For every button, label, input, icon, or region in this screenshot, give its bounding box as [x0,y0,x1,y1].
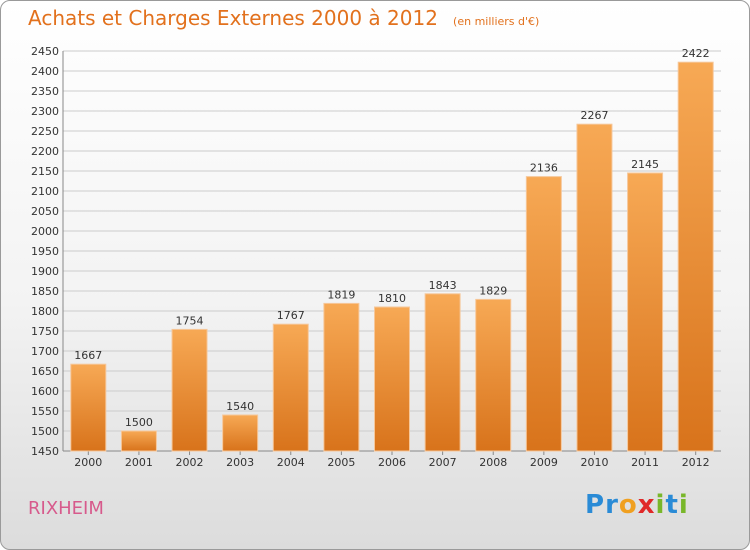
value-label: 2267 [580,109,608,122]
y-tick-label: 1750 [31,325,59,338]
value-label: 1843 [429,279,457,292]
y-tick-label: 2100 [31,185,59,198]
bar [475,298,512,452]
bars [70,61,714,452]
logo-letter: t [665,490,679,520]
y-tick-label: 1800 [31,305,59,318]
x-tick-label: 2004 [277,456,305,469]
x-tick-label: 2008 [479,456,507,469]
value-label: 1754 [176,314,204,327]
y-tick-label: 1500 [31,425,59,438]
chart-title: Achats et Charges Externes 2000 à 2012 [28,6,438,30]
y-tick-label: 2000 [31,225,59,238]
bar [222,414,259,452]
y-tick-label: 1650 [31,365,59,378]
value-label: 1500 [125,416,153,429]
y-tick-label: 2300 [31,105,59,118]
value-label: 2136 [530,162,558,175]
y-tick-label: 1850 [31,285,59,298]
value-label: 2145 [631,158,659,171]
title-row: Achats et Charges Externes 2000 à 2012 (… [28,6,539,30]
value-label: 1819 [327,288,355,301]
x-tick-label: 2007 [429,456,457,469]
bar [70,363,107,452]
x-tick-label: 2002 [176,456,204,469]
x-tick-label: 2000 [74,456,102,469]
bar [627,172,664,452]
value-label: 2422 [682,47,710,60]
y-tick-label: 2150 [31,165,59,178]
y-tick-label: 1550 [31,405,59,418]
y-tick-label: 2450 [31,45,59,58]
value-label: 1829 [479,284,507,297]
x-tick-label: 2005 [327,456,355,469]
bar [120,430,157,452]
bar [576,123,613,452]
value-label: 1540 [226,400,254,413]
logo-letter: i [678,490,689,520]
y-tick-label: 2050 [31,205,59,218]
bar [424,293,461,452]
y-tick-label: 1900 [31,265,59,278]
bar [374,306,410,452]
bar [525,176,562,452]
bar [272,323,309,452]
x-tick-label: 2010 [580,456,608,469]
y-tick-label: 1700 [31,345,59,358]
logo-letter: o [618,490,638,520]
bar [323,302,360,452]
chart-unit: (en milliers d'€) [453,15,540,28]
y-tick-label: 2350 [31,85,59,98]
x-tick-label: 2006 [378,456,406,469]
x-tick-label: 2003 [226,456,254,469]
proxiti-logo: Proxiti [585,490,689,520]
x-tick-label: 2009 [530,456,558,469]
y-tick-label: 1950 [31,245,59,258]
y-tick-label: 2200 [31,145,59,158]
logo-letter: i [655,490,666,520]
y-tick-label: 2400 [31,65,59,78]
logo-letter: x [637,490,656,520]
x-tick-label: 2012 [682,456,710,469]
y-tick-label: 2250 [31,125,59,138]
place-name: RIXHEIM [28,498,104,519]
logo-letter: r [605,490,619,520]
bar [677,61,714,452]
value-label: 1667 [74,349,102,362]
value-label: 1767 [277,309,305,322]
bar [171,328,208,452]
bar-chart: 1450 1500 1550 1600 1650 1700 1750 1800 1850 1900… [31,45,721,469]
labels: 1450 1500 1550 1600 1650 1700 1750 1800 1850 1900… [31,45,710,469]
x-tick-label: 2011 [631,456,659,469]
y-tick-label: 1450 [31,445,59,458]
x-tick-label: 2001 [125,456,153,469]
logo-letter: P [585,490,606,520]
value-label: 1810 [378,292,406,305]
y-tick-label: 1600 [31,385,59,398]
